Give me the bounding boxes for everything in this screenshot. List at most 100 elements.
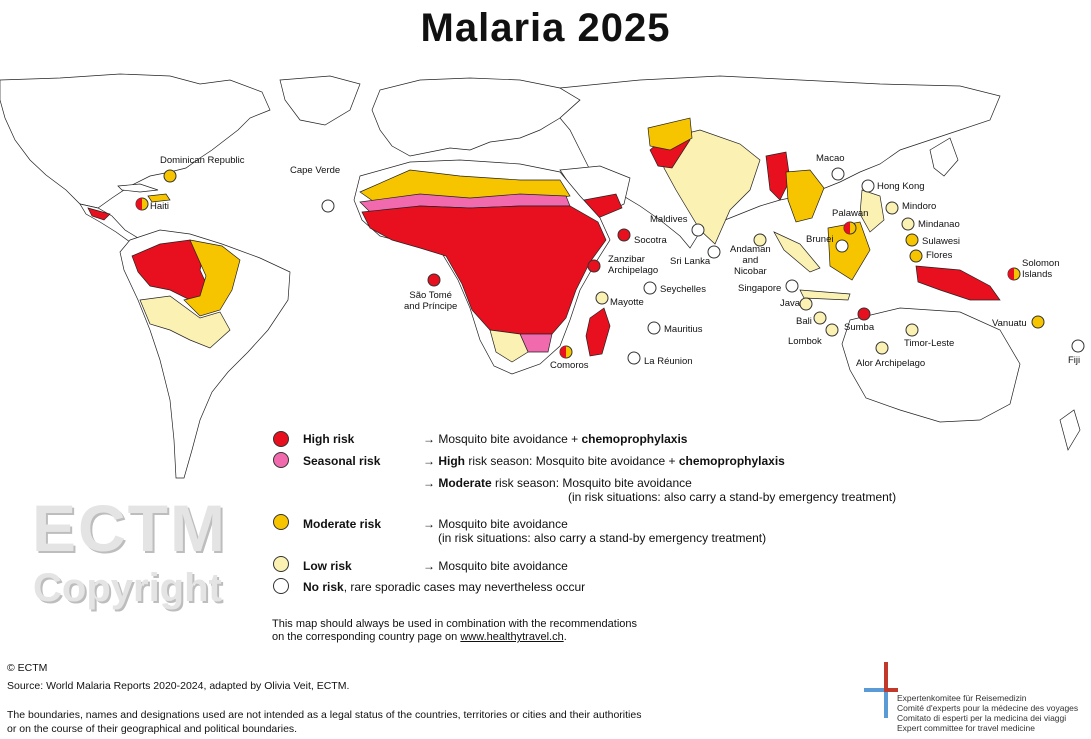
hispaniola — [147, 193, 171, 203]
legend-seasonal-dot — [273, 452, 289, 468]
africa-high-risk — [361, 205, 607, 335]
marker-dot — [1007, 267, 1021, 281]
legend-none-text: No risk, rare sporadic cases may neverth… — [303, 580, 586, 594]
legend-seasonal-moderate-note: (in risk situations: also carry a stand-… — [568, 490, 897, 504]
afghanistan-moderate — [647, 117, 693, 151]
marker-label: Macao — [816, 153, 845, 164]
marker-dot — [627, 351, 641, 365]
legend-high-dot — [273, 431, 289, 447]
marker-label: Mauritius — [664, 324, 703, 335]
new-guinea — [915, 265, 1001, 301]
myanmar-high-risk — [765, 151, 791, 201]
marker-label: Zanzibar Archipelago — [608, 254, 659, 276]
marker-label: Mindanao — [918, 219, 960, 230]
org-name-fr: Comité d'experts pour la médecine des vo… — [897, 703, 1079, 713]
marker-label: Hong Kong — [877, 181, 925, 192]
marker-dot — [753, 233, 767, 247]
legend-none-dot — [273, 578, 289, 594]
marker-dot — [905, 323, 919, 337]
marker-dot — [831, 167, 845, 181]
healthytravel-link[interactable]: www.healthytravel.ch — [460, 631, 564, 643]
marker-dot — [643, 281, 657, 295]
marker-dot — [909, 249, 923, 263]
legend-low-text: → Mosquito bite avoidance — [423, 559, 568, 573]
marker-label: Sumba — [844, 322, 875, 333]
philippines — [859, 189, 885, 233]
marker-dot — [595, 291, 609, 305]
marker-dot — [1031, 315, 1045, 329]
java — [799, 289, 851, 301]
marker-dot — [799, 297, 813, 311]
marker-dot — [857, 307, 871, 321]
cuba — [117, 183, 159, 193]
marker-label: Sri Lanka — [670, 256, 711, 267]
marker-label: Bali — [796, 316, 812, 327]
marker-dot — [835, 239, 849, 253]
footer-disclaimer-1: The boundaries, names and designations u… — [7, 709, 642, 721]
marker-dot — [1071, 339, 1085, 353]
marker-label: Singapore — [738, 283, 782, 294]
marker-dot — [813, 311, 827, 325]
marker-label: Sulawesi — [922, 236, 961, 247]
marker-dot — [785, 279, 799, 293]
marker-label: Haiti — [150, 201, 170, 212]
marker-dot — [321, 199, 335, 213]
legend-moderate-dot — [273, 514, 289, 530]
marker-dot — [885, 201, 899, 215]
marker-label: Java — [780, 298, 801, 309]
marker-dot — [825, 323, 839, 337]
marker-dot — [861, 179, 875, 193]
europe — [371, 77, 581, 157]
marker-dot — [691, 223, 705, 237]
marker-label: Lombok — [788, 336, 822, 347]
marker-label: Seychelles — [660, 284, 706, 295]
legend-low-name: Low risk — [303, 559, 352, 573]
marker-label: Dominican Republic — [160, 155, 245, 166]
legend-low-dot — [273, 556, 289, 572]
marker-label: São Tomé and Príncipe — [404, 290, 458, 312]
org-name-it: Comitato di esperti per la medicina dei … — [897, 713, 1067, 723]
sumatra — [773, 231, 821, 273]
marker-dot — [707, 245, 721, 259]
south-america — [119, 229, 291, 479]
marker-label: Alor Archipelago — [856, 358, 926, 369]
southeast-asia-moderate — [785, 169, 825, 223]
footer-disclaimer-2: or on the course of their geographical a… — [7, 723, 298, 735]
australia — [841, 307, 1021, 423]
footer-copyright: © ECTM — [7, 662, 48, 674]
greenland — [279, 75, 361, 126]
marker-label: Mayotte — [610, 297, 644, 308]
south-america-low-risk — [139, 295, 231, 349]
marker-label: Maldives — [650, 214, 688, 225]
marker-dot — [427, 273, 441, 287]
ectm-logo — [864, 662, 898, 718]
borneo — [827, 221, 871, 281]
amazon-moderate-risk — [183, 239, 241, 317]
marker-dot — [163, 169, 177, 183]
north-america — [0, 73, 271, 209]
marker-label: Socotra — [634, 235, 667, 246]
japan — [929, 137, 959, 177]
legend-seasonal-text: → High risk season: Mosquito bite avoida… — [423, 454, 785, 468]
map-title: Malaria 2025 — [420, 6, 671, 50]
madagascar — [585, 307, 611, 357]
marker-label: Flores — [926, 250, 953, 261]
marker-label: Mindoro — [902, 201, 937, 212]
legend-note-line2: on the corresponding country page on www… — [272, 631, 567, 643]
marker-dot — [587, 259, 601, 273]
legend-note-line1: This map should always be used in combin… — [272, 618, 638, 630]
marker-dot — [901, 217, 915, 231]
marker-label: Brunei — [806, 234, 834, 245]
legend-high-name: High risk — [303, 432, 355, 446]
marker-label: Timor-Leste — [904, 338, 955, 349]
legend-seasonal-name: Seasonal risk — [303, 454, 381, 468]
org-name-en: Expert committee for travel medicine — [897, 723, 1035, 733]
central-america-risk — [87, 207, 111, 221]
legend-moderate-name: Moderate risk — [303, 517, 382, 531]
marker-dot — [905, 233, 919, 247]
marker-label: Cape Verde — [290, 165, 341, 176]
marker-dot — [135, 197, 149, 211]
legend-high-text: → Mosquito bite avoidance + chemoprophyl… — [423, 432, 688, 446]
world-risk-map — [0, 73, 1081, 479]
marker-label: Solomon Islands — [1022, 258, 1060, 280]
